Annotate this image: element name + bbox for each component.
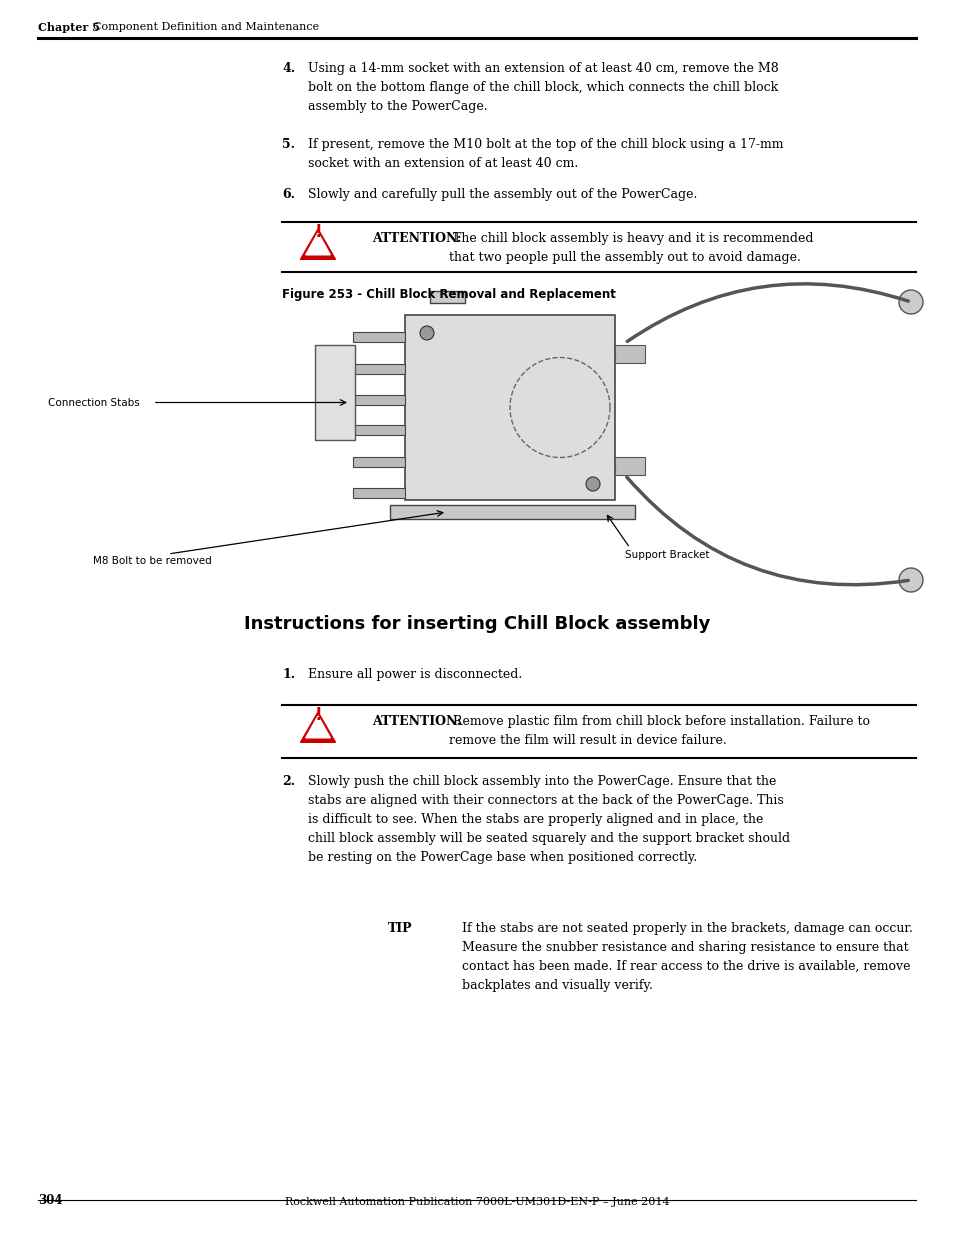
Polygon shape [390,505,635,519]
Bar [353,332,405,342]
Text: 5.: 5. [282,138,294,151]
Text: Component Definition and Maintenance: Component Definition and Maintenance [92,22,319,32]
Text: Instructions for inserting Chill Block assembly: Instructions for inserting Chill Block a… [244,615,709,634]
Polygon shape [305,233,330,254]
Text: 4.: 4. [282,62,294,75]
Bar [353,394,405,405]
Text: ATTENTION:: ATTENTION: [372,715,461,727]
Text: Figure 253 - Chill Block Removal and Replacement: Figure 253 - Chill Block Removal and Rep… [282,288,616,301]
Text: ATTENTION:: ATTENTION: [372,232,461,245]
Polygon shape [300,228,335,259]
Bar [353,457,405,467]
Bar [430,291,464,303]
Text: Remove plastic film from chill block before installation. Failure to
remove the : Remove plastic film from chill block bef… [449,715,869,747]
Bar [314,345,355,440]
Bar [353,363,405,373]
Circle shape [419,326,434,340]
Polygon shape [300,713,335,742]
Text: If the stabs are not seated properly in the brackets, damage can occur.
Measure : If the stabs are not seated properly in … [461,923,912,992]
Text: If present, remove the M10 bolt at the top of the chill block using a 17-mm
sock: If present, remove the M10 bolt at the t… [308,138,782,170]
Text: 2.: 2. [282,776,294,788]
Text: Rockwell Automation Publication 7000L-UM301D-EN-P – June 2014: Rockwell Automation Publication 7000L-UM… [284,1197,669,1207]
Text: M8 Bolt to be removed: M8 Bolt to be removed [92,556,212,566]
Text: Using a 14-mm socket with an extension of at least 40 cm, remove the M8
bolt on : Using a 14-mm socket with an extension o… [308,62,778,112]
Polygon shape [305,716,330,737]
Bar [615,345,644,363]
Text: 6.: 6. [282,188,294,201]
Text: 304: 304 [38,1194,63,1207]
Circle shape [898,290,923,314]
Text: !: ! [314,706,321,724]
Bar [405,315,615,500]
Text: Ensure all power is disconnected.: Ensure all power is disconnected. [308,668,521,680]
Text: The chill block assembly is heavy and it is recommended
that two people pull the: The chill block assembly is heavy and it… [449,232,813,264]
Text: Slowly and carefully pull the assembly out of the PowerCage.: Slowly and carefully pull the assembly o… [308,188,697,201]
Text: Support Bracket: Support Bracket [624,550,709,559]
Bar [353,488,405,498]
Text: !: ! [314,224,321,241]
Text: Chapter 5: Chapter 5 [38,22,100,33]
Text: Connection Stabs: Connection Stabs [48,398,139,408]
Circle shape [585,477,599,492]
Text: TIP: TIP [388,923,413,935]
Text: Slowly push the chill block assembly into the PowerCage. Ensure that the
stabs a: Slowly push the chill block assembly int… [308,776,789,864]
Bar [353,426,405,436]
Text: 1.: 1. [282,668,294,680]
Bar [615,457,644,475]
Circle shape [898,568,923,592]
